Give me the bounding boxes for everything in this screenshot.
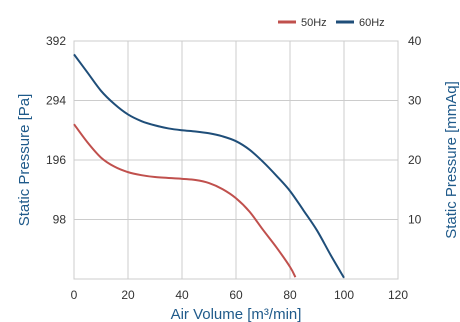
grid-lines <box>73 40 399 279</box>
x-tick-label: 0 <box>71 288 78 302</box>
y-axis-title-right: Static Pressure [mmAq] <box>443 81 460 239</box>
x-tick-label: 120 <box>388 288 408 302</box>
legend: 50Hz 60Hz <box>278 17 385 29</box>
x-tick-label: 40 <box>175 288 189 302</box>
y-tick-label-left: 392 <box>46 34 66 48</box>
legend-label-60hz: 60Hz <box>359 17 385 29</box>
series-line-50hz <box>73 123 297 278</box>
y-tick-label-right: 20 <box>408 153 422 167</box>
legend-label-50hz: 50Hz <box>301 17 327 29</box>
plot-frame <box>73 40 399 280</box>
x-tick-label: 20 <box>121 288 135 302</box>
x-axis-title: Air Volume [m³/min] <box>171 306 302 322</box>
y-tick-label-left: 196 <box>46 153 66 167</box>
y-tick-label-right: 10 <box>408 213 422 227</box>
y-tick-label-right: 40 <box>408 34 422 48</box>
y-tick-label-left: 98 <box>53 213 67 227</box>
y-axis-title-left: Static Pressure [Pa] <box>16 94 33 227</box>
x-tick-label: 100 <box>334 288 354 302</box>
series-lines <box>73 53 345 279</box>
tick-labels: 0 20 40 60 80 100 120 98 196 294 392 10 20 30 40 <box>46 34 422 302</box>
x-tick-label: 80 <box>283 288 297 302</box>
y-tick-label-left: 294 <box>46 94 66 108</box>
series-line-60hz <box>73 53 345 279</box>
y-tick-label-right: 30 <box>408 94 422 108</box>
x-tick-label: 60 <box>229 288 243 302</box>
